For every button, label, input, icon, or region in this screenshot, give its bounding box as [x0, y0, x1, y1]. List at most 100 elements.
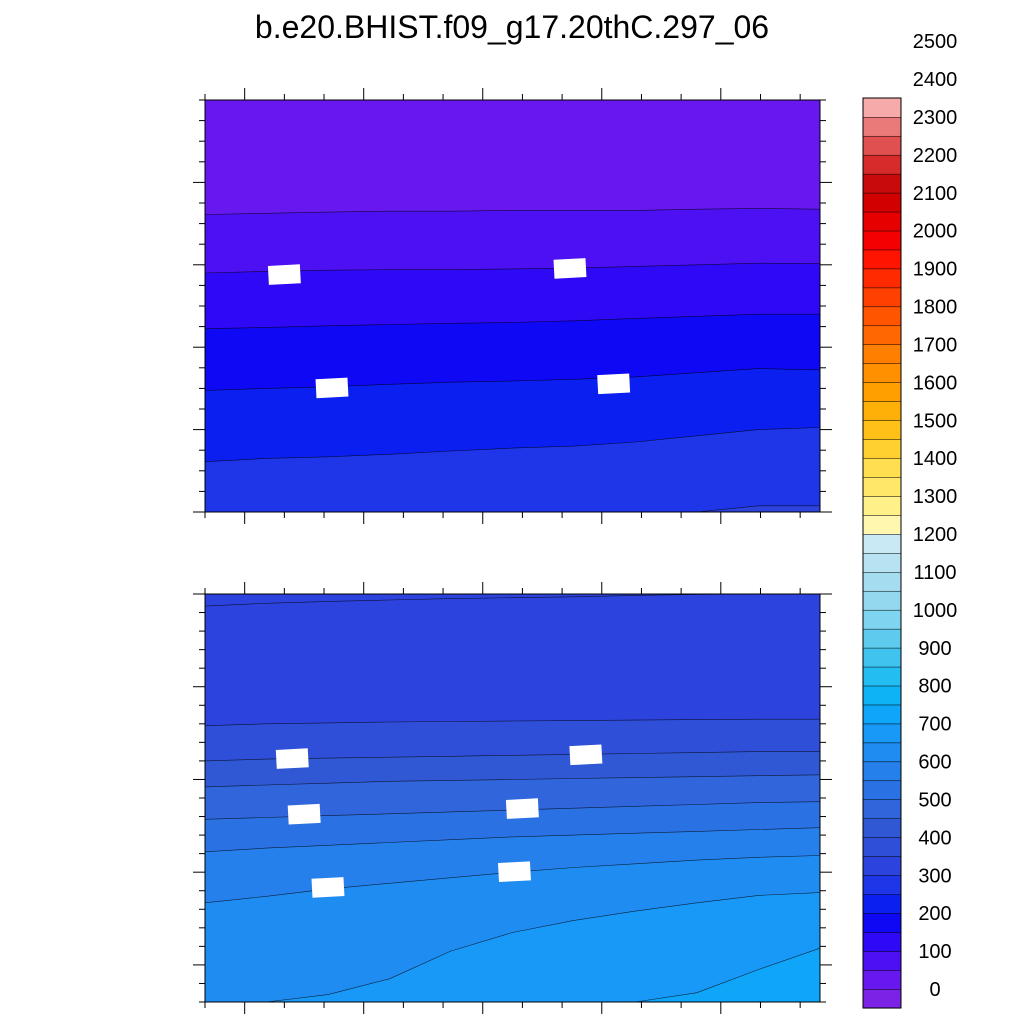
colorbar-swatch	[862, 230, 902, 251]
contour-label	[275, 748, 309, 769]
contour-line	[204, 718, 820, 726]
colorbar-swatch	[862, 799, 902, 819]
colorbar-swatch	[862, 780, 902, 801]
colorbar-swatch	[862, 761, 902, 782]
colorbar-tick-label: 1900	[913, 259, 958, 281]
contour-band	[205, 505, 820, 512]
colorbar-tick-label: 200	[918, 903, 951, 925]
colorbar-swatch	[862, 476, 902, 497]
colorbar-tick-label: 800	[918, 676, 951, 698]
colorbar-frame	[862, 97, 902, 1009]
colorbar-tick-label: 2300	[913, 107, 958, 129]
colorbar-tick-label: 2500	[913, 31, 958, 53]
contour-label-box	[287, 803, 321, 825]
colorbar-swatch	[862, 495, 902, 516]
colorbar-swatch	[862, 875, 902, 895]
colorbar-swatch	[862, 704, 902, 725]
colorbar-swatch	[862, 723, 902, 744]
contour-band	[205, 427, 820, 512]
chart-title: b.e20.BHIST.f09_g17.20thC.297_06	[255, 9, 769, 45]
colorbar-tick-label: 500	[918, 790, 951, 812]
colorbar-tick-label: 1800	[913, 297, 958, 319]
lower-contour-panel	[193, 582, 832, 1014]
contour-line	[204, 313, 820, 329]
colorbar-tick-label: 1100	[913, 562, 956, 584]
upper-contour-panel	[193, 88, 832, 524]
colorbar-swatch	[862, 742, 902, 763]
colorbar-swatch	[862, 439, 902, 459]
colorbar-swatch	[862, 837, 902, 857]
colorbar-swatch	[862, 818, 902, 838]
colorbar-swatch	[862, 211, 902, 232]
colorbar-swatch	[862, 97, 902, 118]
contour-label-box	[275, 748, 309, 769]
colorbar-swatch	[862, 609, 902, 630]
contour-label	[597, 373, 631, 395]
colorbar-swatch	[862, 249, 902, 270]
colorbar-swatch	[862, 173, 902, 194]
colorbar-swatch	[862, 856, 902, 876]
colorbar-tick-label: 1200	[913, 524, 958, 546]
colorbar-swatch	[862, 401, 902, 421]
contour-label	[553, 258, 587, 279]
contour-label-box	[267, 264, 301, 285]
colorbar-tick-label: 100	[918, 941, 951, 963]
contour-label	[311, 877, 345, 898]
colorbar-tick-label: 300	[918, 865, 951, 887]
colorbar-tick-label: 1500	[913, 410, 958, 432]
contour-label	[569, 744, 603, 766]
contour-line	[204, 427, 821, 462]
colorbar-swatch	[862, 647, 902, 668]
colorbar: 0 100 200 300 400 500 600 700 800 900 1000 1100 1200…	[862, 31, 958, 1009]
contour-line	[204, 262, 821, 274]
colorbar-swatch	[862, 192, 902, 213]
colorbar-tick-label: 900	[918, 638, 951, 660]
colorbar-swatch	[862, 552, 902, 573]
colorbar-swatch	[862, 344, 902, 364]
colorbar-swatch	[862, 268, 902, 289]
contour-label	[315, 377, 349, 399]
colorbar-tick-label: 0	[929, 979, 940, 1001]
contour-band	[205, 892, 820, 1002]
contour-label-box	[315, 377, 349, 399]
colorbar-tick-label: 1000	[913, 600, 958, 622]
contour-line	[204, 208, 821, 215]
contour-line	[204, 774, 821, 788]
colorbar-tick-label: 1400	[913, 448, 958, 470]
colorbar-swatch	[862, 514, 902, 535]
contour-label-box	[505, 798, 539, 819]
colorbar-tick-label: 2400	[913, 69, 958, 91]
colorbar-swatch	[862, 931, 902, 952]
colorbar-swatch	[862, 363, 902, 383]
colorbar-tick-label: 1700	[913, 335, 958, 357]
contour-band	[205, 948, 820, 1002]
colorbar-swatch	[862, 666, 902, 687]
colorbar-tick-label: 700	[918, 714, 951, 736]
colorbar-swatch	[862, 628, 902, 649]
colorbar-swatch	[862, 571, 902, 592]
colorbar-tick-label: 2100	[913, 183, 958, 205]
contour-label	[497, 861, 531, 883]
contour-label-box	[311, 877, 345, 898]
colorbar-swatch	[862, 988, 902, 1009]
colorbar-swatch	[862, 533, 902, 554]
colorbar-swatch	[862, 325, 902, 346]
colorbar-tick-label: 1300	[913, 486, 958, 508]
colorbar-swatch	[862, 590, 902, 611]
contour-label-box	[553, 258, 587, 279]
contour-label	[287, 803, 321, 825]
colorbar-tick-label: 600	[918, 752, 951, 774]
colorbar-swatch	[862, 685, 902, 706]
contour-line	[205, 892, 821, 1003]
colorbar-swatch	[862, 116, 902, 137]
colorbar-swatch	[862, 154, 902, 175]
colorbar-tick-label: 400	[918, 827, 951, 849]
contour-label	[267, 264, 301, 285]
contour-label-box	[597, 373, 631, 395]
contour-line	[204, 368, 821, 391]
colorbar-swatch	[862, 912, 902, 933]
colorbar-swatch	[862, 969, 902, 990]
colorbar-swatch	[862, 950, 902, 971]
colorbar-swatch	[862, 135, 902, 156]
